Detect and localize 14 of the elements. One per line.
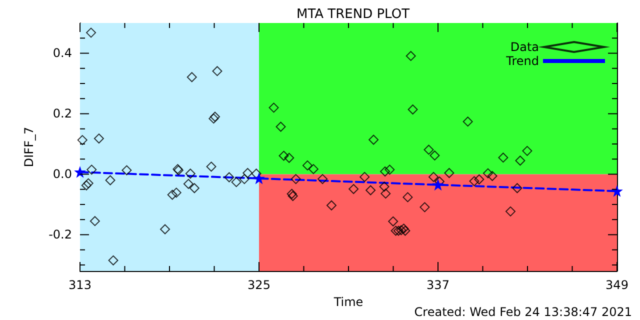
y-axis-title: DIFF_7 bbox=[22, 126, 36, 168]
text: Created: Wed Feb 24 13:38:47 2021 bbox=[414, 305, 632, 319]
x-tick-label: 325 bbox=[248, 278, 270, 292]
y-tick-label: -0.2 bbox=[48, 228, 72, 242]
legend-label: Trend bbox=[505, 54, 539, 68]
y-tick-label: 0.0 bbox=[52, 167, 72, 182]
x-tick-label: 313 bbox=[68, 278, 92, 292]
x-tick-label: 337 bbox=[426, 278, 450, 292]
x-axis-title: Time bbox=[332, 294, 364, 309]
y-tick-label: 0.2 bbox=[52, 106, 72, 121]
y-tick-label: 0.4 bbox=[52, 46, 72, 60]
chart-title: MTA TREND PLOT bbox=[296, 7, 410, 22]
x-tick-label: 349 bbox=[606, 278, 628, 292]
legend-label: Data bbox=[510, 40, 539, 54]
